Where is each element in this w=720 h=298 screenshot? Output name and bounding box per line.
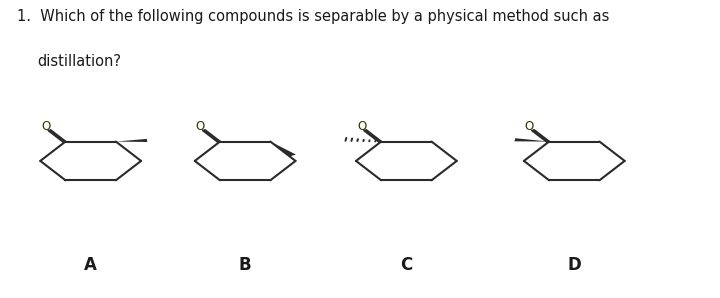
Text: O: O xyxy=(525,120,534,133)
Polygon shape xyxy=(116,139,148,142)
Text: D: D xyxy=(567,256,581,274)
Text: B: B xyxy=(239,256,251,274)
Text: O: O xyxy=(196,120,205,133)
Text: O: O xyxy=(41,120,50,133)
Text: A: A xyxy=(84,256,97,274)
Text: O: O xyxy=(357,120,366,133)
Text: 1.  Which of the following compounds is separable by a physical method such as: 1. Which of the following compounds is s… xyxy=(17,9,609,24)
Text: distillation?: distillation? xyxy=(37,54,121,69)
Polygon shape xyxy=(270,142,296,156)
Text: C: C xyxy=(400,256,413,274)
Polygon shape xyxy=(514,138,549,142)
